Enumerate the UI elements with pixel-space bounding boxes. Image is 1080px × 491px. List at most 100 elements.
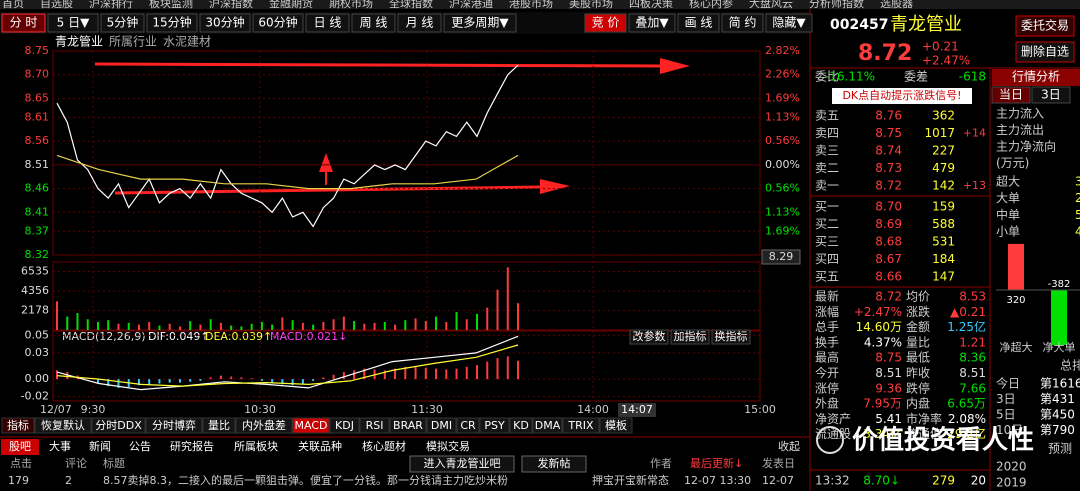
toolbar-button[interactable] xyxy=(677,13,720,33)
stat-label: 最新 xyxy=(815,289,839,304)
volume-bar xyxy=(404,320,407,330)
indicator-tab[interactable] xyxy=(509,417,533,434)
pct-tick-label: 0.56% xyxy=(765,182,800,195)
menu-item[interactable]: 四板决策 xyxy=(629,0,673,10)
price-tick-label: 8.51 xyxy=(25,158,50,171)
indicator-tab[interactable] xyxy=(1,417,35,434)
news-tab[interactable]: 关联品种 xyxy=(298,439,342,453)
menu-item[interactable]: 金融期货 xyxy=(269,0,313,10)
indicator-tab[interactable] xyxy=(456,417,480,434)
label: 委比 xyxy=(815,70,839,84)
indicator-tab[interactable] xyxy=(145,417,203,434)
period-tab[interactable] xyxy=(991,86,1031,104)
toolbar-button[interactable] xyxy=(47,13,99,33)
macd-dea: DEA:0.039↑ xyxy=(205,330,272,343)
price-tick-label: 8.46 xyxy=(25,182,50,195)
volume-bar xyxy=(189,321,192,330)
menu-item[interactable]: 期权市场 xyxy=(329,0,373,10)
toolbar-button[interactable] xyxy=(443,13,517,33)
menu-bar xyxy=(0,0,1080,9)
indicator-tab[interactable] xyxy=(329,417,360,434)
toolbar-button[interactable] xyxy=(1,13,46,33)
action-button[interactable] xyxy=(1015,41,1075,63)
toolbar-button[interactable] xyxy=(199,13,251,33)
panel-tab[interactable] xyxy=(992,69,1080,86)
news-tab[interactable]: 大事 xyxy=(49,439,71,453)
menu-item[interactable]: 分析师指数 xyxy=(809,0,864,10)
stat-label: 净资产 xyxy=(815,412,851,426)
book-volume: 531 xyxy=(932,235,955,249)
menu-item[interactable]: 板块监测 xyxy=(149,0,193,10)
indicator-tab[interactable] xyxy=(426,417,457,434)
menu-item[interactable]: 首页 xyxy=(2,0,24,10)
menu-item[interactable]: 大盘风云 xyxy=(749,0,793,10)
menu-item[interactable]: 沪深排行 xyxy=(89,0,133,10)
macd-button[interactable] xyxy=(629,329,669,345)
macd-tick-label: 0.03 xyxy=(25,346,50,359)
rank-value: 第1616 xyxy=(1040,377,1080,391)
indicator-tab[interactable] xyxy=(202,417,236,434)
indicator-tab[interactable] xyxy=(34,417,92,434)
toolbar-button[interactable] xyxy=(351,13,396,33)
last-price: 8.72 xyxy=(858,41,912,66)
indicator-tab[interactable] xyxy=(562,417,600,434)
news-tab[interactable]: 模拟交易 xyxy=(426,439,470,453)
menu-item[interactable]: 选股器 xyxy=(880,0,913,10)
news-tab[interactable]: 研究报告 xyxy=(170,439,214,453)
indicator-tab[interactable] xyxy=(359,417,390,434)
indicator-tab-label: DMI xyxy=(431,419,452,432)
toolbar-button[interactable] xyxy=(584,13,627,33)
forum-button[interactable] xyxy=(521,455,587,473)
book-volume: 1017 xyxy=(924,126,955,140)
toolbar-button[interactable] xyxy=(721,13,764,33)
indicator-tab[interactable] xyxy=(292,417,330,434)
stock-name: 青龙管业 xyxy=(890,14,962,35)
chart-tab[interactable]: 青龙管业 xyxy=(55,34,103,49)
collapse-button[interactable]: 收起 xyxy=(778,439,800,453)
menu-item[interactable]: 核心内参 xyxy=(689,0,733,10)
indicator-tab[interactable] xyxy=(389,417,427,434)
indicator-tab[interactable] xyxy=(479,417,510,434)
banner[interactable] xyxy=(832,88,972,104)
volume-bar xyxy=(373,322,376,330)
volume-bar xyxy=(66,316,69,330)
menu-item[interactable]: 沪深指数 xyxy=(209,0,253,10)
news-tab[interactable]: 股吧 xyxy=(9,440,31,453)
menu-item[interactable]: 全球指数 xyxy=(389,0,433,10)
menu-item[interactable]: 港股市场 xyxy=(509,0,553,10)
period-tab[interactable] xyxy=(1031,86,1071,104)
menu-item[interactable]: 美股市场 xyxy=(569,0,613,10)
forum-header: 点击 xyxy=(10,457,32,470)
toolbar-button[interactable] xyxy=(305,13,350,33)
menu-item[interactable]: 自选股 xyxy=(40,0,73,10)
book-level: 买四 xyxy=(815,252,839,266)
volume-bar xyxy=(517,303,519,330)
news-tab[interactable]: 所属板块 xyxy=(234,439,278,453)
toolbar-button[interactable] xyxy=(252,13,304,33)
book-volume: 147 xyxy=(932,270,955,284)
banner-text: DK点自动提示涨跌信号! xyxy=(842,88,961,102)
news-tab[interactable]: 公告 xyxy=(129,440,151,453)
toolbar-button[interactable] xyxy=(628,13,676,33)
macd-button[interactable] xyxy=(711,329,751,345)
chart-tab[interactable]: 所属行业 xyxy=(109,35,157,49)
toolbar-button[interactable] xyxy=(146,13,198,33)
news-tab[interactable]: 新闻 xyxy=(89,439,111,453)
indicator-tab[interactable] xyxy=(532,417,563,434)
stat-value: 29.2亿 xyxy=(947,426,986,441)
indicator-tab[interactable] xyxy=(235,417,293,434)
forum-cell[interactable]: 8.57卖掉8.3，二接入的最后一颗狙击弹。便宜了一分钱。那一分钱请主力吃炒米粉 xyxy=(103,473,508,487)
indicator-tab[interactable] xyxy=(599,417,633,434)
toolbar-button[interactable] xyxy=(765,13,813,33)
macd-button[interactable] xyxy=(670,329,710,345)
action-button[interactable] xyxy=(1015,15,1075,37)
forum-button[interactable] xyxy=(409,455,515,473)
menu-item[interactable]: 沪深港通 xyxy=(449,0,493,10)
stat-label: 总手 xyxy=(815,320,839,334)
toolbar-button[interactable] xyxy=(397,13,442,33)
toolbar-button[interactable] xyxy=(100,13,145,33)
news-tab[interactable]: 核心题材 xyxy=(362,439,406,453)
indicator-tab[interactable] xyxy=(91,417,146,434)
chart-tab[interactable]: 水泥建材 xyxy=(163,35,211,49)
